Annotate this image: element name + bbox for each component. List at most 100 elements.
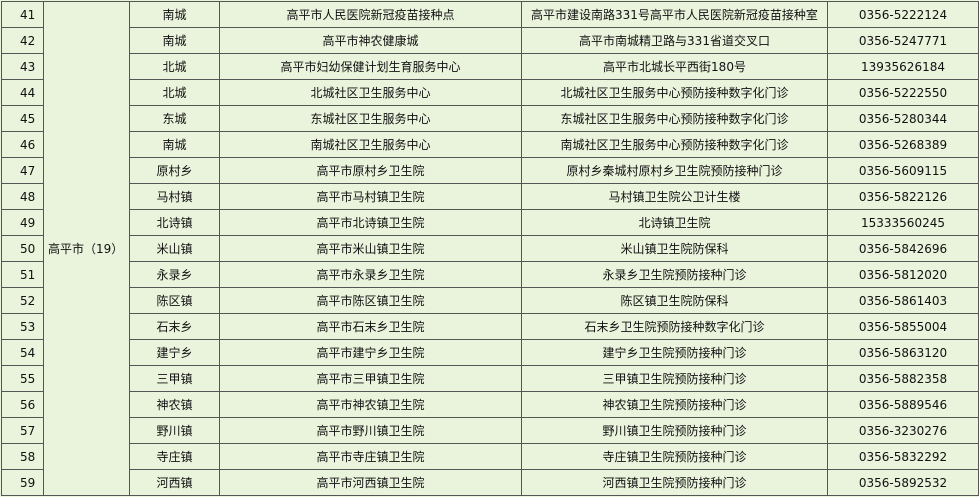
phone: 0356-5222550 (827, 79, 979, 106)
table-row: 55 三甲镇 高平市三甲镇卫生院 三甲镇卫生院预防接种门诊 0356-5882358 (1, 365, 979, 392)
town: 马村镇 (129, 183, 220, 210)
site-name: 高平市神农镇卫生院 (219, 391, 522, 418)
address: 原村乡秦城村原村乡卫生院预防接种门诊 (521, 157, 828, 184)
address: 建宁乡卫生院预防接种门诊 (521, 339, 828, 366)
row-number: 55 (1, 365, 44, 392)
address: 高平市南城精卫路与331省道交叉口 (521, 27, 828, 54)
address: 陈区镇卫生院防保科 (521, 287, 828, 314)
address: 三甲镇卫生院预防接种门诊 (521, 365, 828, 392)
row-number: 53 (1, 313, 44, 340)
town: 野川镇 (129, 417, 220, 444)
table-row: 54 建宁乡 高平市建宁乡卫生院 建宁乡卫生院预防接种门诊 0356-5863120 (1, 339, 979, 366)
row-number: 49 (1, 209, 44, 236)
site-name: 东城社区卫生服务中心 (219, 105, 522, 132)
address: 高平市北城长平西街180号 (521, 53, 828, 80)
table-row: 48 马村镇 高平市马村镇卫生院 马村镇卫生院公卫计生楼 0356-5822126 (1, 183, 979, 210)
phone: 13935626184 (827, 53, 979, 80)
table-row: 52 陈区镇 高平市陈区镇卫生院 陈区镇卫生院防保科 0356-5861403 (1, 287, 979, 314)
district: 高平市（19） (43, 1, 130, 496)
phone: 0356-5892532 (827, 469, 979, 496)
site-name: 高平市神农健康城 (219, 27, 522, 54)
table-row: 59 河西镇 高平市河西镇卫生院 河西镇卫生院预防接种门诊 0356-5892532 (1, 469, 979, 496)
table-row: 47 原村乡 高平市原村乡卫生院 原村乡秦城村原村乡卫生院预防接种门诊 0356-560… (1, 157, 979, 184)
table-row: 43 北城 高平市妇幼保健计划生育服务中心 高平市北城长平西街180号 13935626… (1, 53, 979, 80)
table-row: 57 野川镇 高平市野川镇卫生院 野川镇卫生院预防接种门诊 0356-3230276 (1, 417, 979, 444)
table-row: 58 寺庄镇 高平市寺庄镇卫生院 寺庄镇卫生院预防接种门诊 0356-5832292 (1, 443, 979, 470)
town: 米山镇 (129, 235, 220, 262)
phone: 15333560245 (827, 209, 979, 236)
site-name: 高平市米山镇卫生院 (219, 235, 522, 262)
town: 神农镇 (129, 391, 220, 418)
row-number: 52 (1, 287, 44, 314)
phone: 0356-5863120 (827, 339, 979, 366)
address: 东城社区卫生服务中心预防接种数字化门诊 (521, 105, 828, 132)
phone: 0356-5812020 (827, 261, 979, 288)
town: 建宁乡 (129, 339, 220, 366)
site-name: 高平市野川镇卫生院 (219, 417, 522, 444)
phone: 0356-5268389 (827, 131, 979, 158)
table-row: 53 石末乡 高平市石末乡卫生院 石末乡卫生院预防接种数字化门诊 0356-585500… (1, 313, 979, 340)
site-name: 高平市永录乡卫生院 (219, 261, 522, 288)
phone: 0356-3230276 (827, 417, 979, 444)
row-number: 42 (1, 27, 44, 54)
phone: 0356-5247771 (827, 27, 979, 54)
row-number: 58 (1, 443, 44, 470)
site-name: 高平市人民医院新冠疫苗接种点 (219, 1, 522, 28)
row-number: 47 (1, 157, 44, 184)
town: 北诗镇 (129, 209, 220, 236)
site-name: 高平市马村镇卫生院 (219, 183, 522, 210)
town: 石末乡 (129, 313, 220, 340)
site-name: 北城社区卫生服务中心 (219, 79, 522, 106)
phone: 0356-5882358 (827, 365, 979, 392)
row-number: 57 (1, 417, 44, 444)
table-row: 51 永录乡 高平市永录乡卫生院 永录乡卫生院预防接种门诊 0356-5812020 (1, 261, 979, 288)
site-name: 高平市建宁乡卫生院 (219, 339, 522, 366)
town: 三甲镇 (129, 365, 220, 392)
phone: 0356-5222124 (827, 1, 979, 28)
table-row: 46 南城 南城社区卫生服务中心 南城社区卫生服务中心预防接种数字化门诊 0356-52… (1, 131, 979, 158)
address: 石末乡卫生院预防接种数字化门诊 (521, 313, 828, 340)
address: 神农镇卫生院预防接种门诊 (521, 391, 828, 418)
row-number: 46 (1, 131, 44, 158)
phone: 0356-5609115 (827, 157, 979, 184)
table-row: 45 东城 东城社区卫生服务中心 东城社区卫生服务中心预防接种数字化门诊 0356-52… (1, 105, 979, 132)
address: 高平市建设南路331号高平市人民医院新冠疫苗接种室 (521, 1, 828, 28)
table-row: 56 神农镇 高平市神农镇卫生院 神农镇卫生院预防接种门诊 0356-5889546 (1, 391, 979, 418)
row-number: 44 (1, 79, 44, 106)
site-name: 高平市北诗镇卫生院 (219, 209, 522, 236)
row-number: 51 (1, 261, 44, 288)
address: 南城社区卫生服务中心预防接种数字化门诊 (521, 131, 828, 158)
phone: 0356-5861403 (827, 287, 979, 314)
address: 马村镇卫生院公卫计生楼 (521, 183, 828, 210)
row-number: 45 (1, 105, 44, 132)
town: 南城 (129, 131, 220, 158)
phone: 0356-5832292 (827, 443, 979, 470)
address: 永录乡卫生院预防接种门诊 (521, 261, 828, 288)
town: 南城 (129, 27, 220, 54)
site-name: 高平市石末乡卫生院 (219, 313, 522, 340)
site-name: 高平市寺庄镇卫生院 (219, 443, 522, 470)
address: 北诗镇卫生院 (521, 209, 828, 236)
site-name: 南城社区卫生服务中心 (219, 131, 522, 158)
town: 陈区镇 (129, 287, 220, 314)
phone: 0356-5280344 (827, 105, 979, 132)
town: 南城 (129, 1, 220, 28)
row-number: 50 (1, 235, 44, 262)
table-row: 49 北诗镇 高平市北诗镇卫生院 北诗镇卫生院 15333560245 (1, 209, 979, 236)
site-name: 高平市三甲镇卫生院 (219, 365, 522, 392)
town: 寺庄镇 (129, 443, 220, 470)
address: 寺庄镇卫生院预防接种门诊 (521, 443, 828, 470)
address: 野川镇卫生院预防接种门诊 (521, 417, 828, 444)
row-number: 48 (1, 183, 44, 210)
site-name: 高平市河西镇卫生院 (219, 469, 522, 496)
town: 原村乡 (129, 157, 220, 184)
town: 河西镇 (129, 469, 220, 496)
site-name: 高平市原村乡卫生院 (219, 157, 522, 184)
site-name: 高平市陈区镇卫生院 (219, 287, 522, 314)
table-row: 42 南城 高平市神农健康城 高平市南城精卫路与331省道交叉口 0356-524777… (1, 27, 979, 54)
town: 东城 (129, 105, 220, 132)
row-number: 43 (1, 53, 44, 80)
